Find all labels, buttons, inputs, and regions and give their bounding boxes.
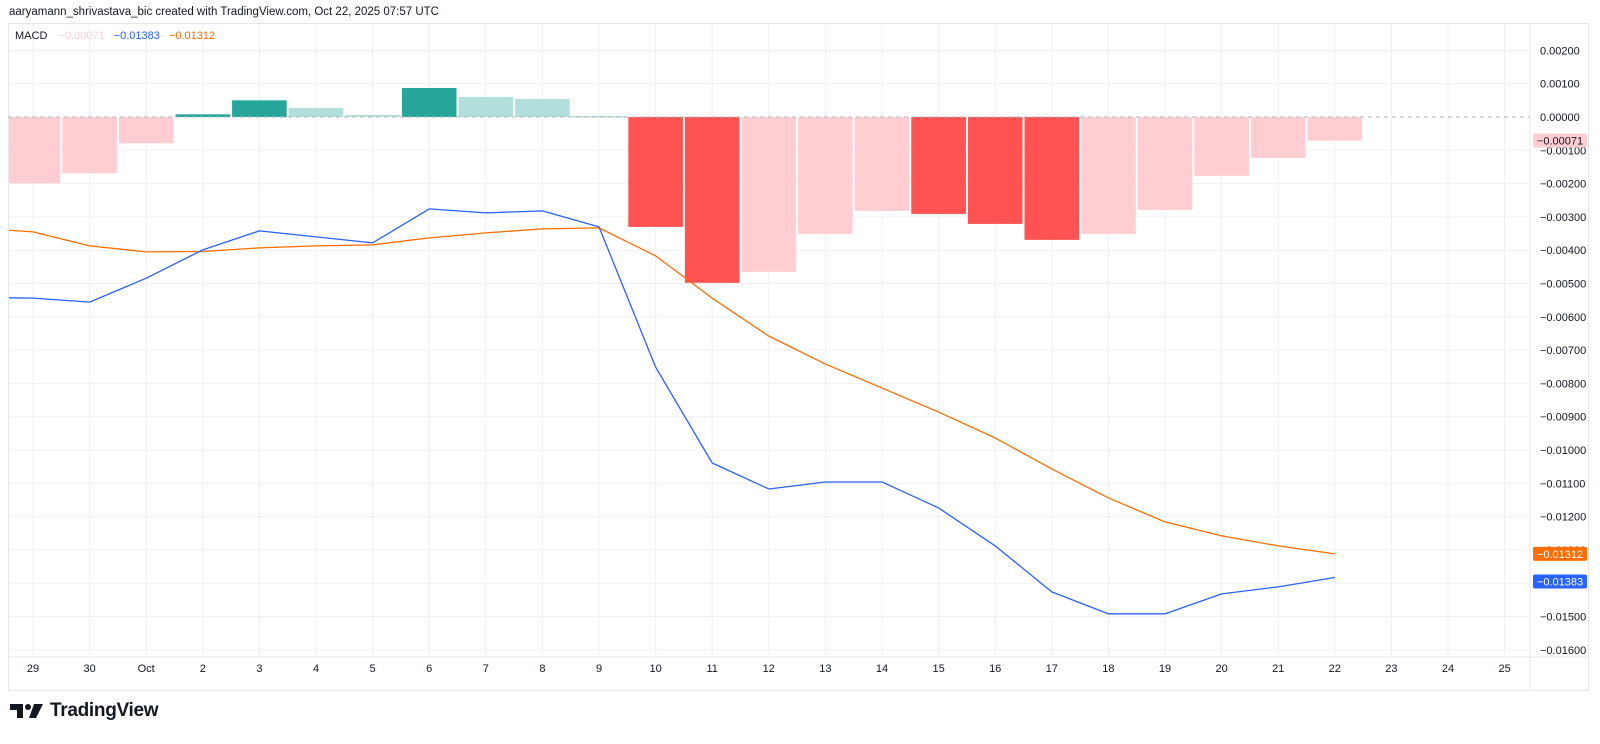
histogram-bar — [628, 117, 683, 227]
histogram-bar — [1024, 117, 1080, 240]
price-axis-label: −0.00500 — [1540, 279, 1586, 291]
histogram-bar — [401, 88, 457, 117]
histogram-bar — [345, 115, 400, 117]
tradingview-logo-icon — [10, 704, 43, 718]
time-axis-label: 7 — [483, 663, 489, 675]
time-axis-label: 17 — [1046, 663, 1058, 675]
time-axis-label: 3 — [256, 663, 262, 675]
time-axis-label: 21 — [1272, 663, 1284, 675]
price-axis-label: −0.00600 — [1540, 312, 1586, 324]
time-axis-label: 20 — [1215, 663, 1227, 675]
histogram-bar — [118, 117, 174, 144]
legend-histogram-value: −0.00071 — [58, 30, 105, 42]
time-axis[interactable]: 29 30 Oct 2 3 4 5 6 7 8 9 10 11 12 13 14 15 16 17 18 19 20 21 2… — [27, 663, 1511, 675]
time-axis-label: 11 — [706, 663, 717, 675]
histogram-bar — [911, 117, 966, 214]
time-axis-label: 10 — [649, 663, 661, 675]
time-axis-label: 5 — [370, 663, 376, 675]
time-axis-label: 14 — [876, 663, 888, 675]
time-axis-label: 4 — [313, 663, 319, 675]
chart-grid — [8, 24, 1530, 657]
time-axis-label: Oct — [138, 663, 155, 675]
price-axis-label: −0.00300 — [1540, 212, 1586, 224]
price-axis-label: −0.01500 — [1540, 612, 1586, 624]
time-axis-label: 13 — [819, 663, 831, 675]
svg-text:−0.01312: −0.01312 — [1537, 549, 1583, 561]
price-axis-label: −0.00700 — [1540, 345, 1586, 357]
histogram-bar — [62, 117, 117, 174]
histogram-bar — [571, 116, 627, 118]
time-axis-label: 25 — [1498, 663, 1510, 675]
last-value-tag — [1533, 546, 1587, 561]
last-value-tags: −0.00071 −0.01312 −0.01383 — [1533, 133, 1587, 589]
histogram-bar — [1194, 117, 1249, 176]
price-axis-label: −0.01600 — [1540, 645, 1586, 657]
price-axis-label: −0.00100 — [1540, 145, 1586, 157]
time-axis-label: 23 — [1385, 663, 1397, 675]
price-axis-label: −0.01000 — [1540, 445, 1586, 457]
last-value-tag — [1533, 133, 1587, 148]
time-axis-label: 18 — [1102, 663, 1114, 675]
price-axis-label: −0.00200 — [1540, 179, 1586, 191]
chart-attribution: aaryamann_shrivastava_bic created with T… — [9, 6, 439, 18]
histogram-bar — [1250, 117, 1306, 158]
time-axis-label: 12 — [763, 663, 775, 675]
price-axis-label: 0.00100 — [1540, 79, 1580, 91]
histogram-bar — [1307, 117, 1363, 141]
histogram-bar — [288, 108, 344, 117]
time-axis-label: 2 — [200, 663, 206, 675]
price-axis-label: −0.01100 — [1540, 478, 1585, 490]
histogram-bar — [458, 97, 514, 117]
histogram-bar — [232, 100, 287, 117]
histogram-bar — [684, 117, 740, 283]
histogram-bar — [798, 117, 853, 234]
svg-text:−0.00071: −0.00071 — [1537, 136, 1583, 148]
time-axis-label: 6 — [426, 663, 432, 675]
price-axis-label: −0.00400 — [1540, 245, 1586, 257]
legend-indicator-name[interactable]: MACD — [15, 30, 48, 42]
legend-macd-value: −0.01383 — [113, 30, 160, 42]
svg-text:−0.01383: −0.01383 — [1537, 577, 1583, 589]
time-axis-label: 15 — [932, 663, 944, 675]
time-axis-label: 24 — [1442, 663, 1454, 675]
time-axis-label: 8 — [539, 663, 545, 675]
time-axis-label: 22 — [1329, 663, 1341, 675]
tradingview-logo[interactable]: TradingView — [10, 700, 159, 722]
legend-signal-value: −0.01312 — [168, 30, 216, 42]
histogram-bar — [175, 114, 231, 117]
histogram-bar — [741, 117, 797, 272]
histogram-bar — [967, 117, 1023, 224]
time-axis-label: 29 — [27, 663, 39, 675]
histogram-series — [9, 88, 1363, 283]
histogram-bar — [9, 117, 61, 184]
signal-line — [8, 227, 1335, 555]
chart-frame — [8, 23, 1589, 691]
price-axis-label: −0.00900 — [1540, 412, 1586, 424]
price-axis-label: −0.01200 — [1540, 512, 1586, 524]
tradingview-brand: TradingView — [50, 700, 159, 721]
time-axis-label: 30 — [83, 663, 95, 675]
price-axis-label: 0.00000 — [1540, 112, 1580, 124]
histogram-bar — [1137, 117, 1193, 210]
histogram-bar — [854, 117, 910, 211]
histogram-bar — [515, 99, 570, 117]
price-axis-label: −0.00800 — [1540, 378, 1586, 390]
macd-line — [8, 208, 1335, 615]
indicator-legend[interactable]: MACD −0.00071 −0.01383 −0.01312 — [15, 30, 221, 42]
time-axis-label: 16 — [989, 663, 1001, 675]
last-value-tag — [1533, 574, 1587, 589]
price-axis-label: 0.00200 — [1540, 45, 1580, 57]
line-series — [8, 208, 1335, 615]
time-axis-label: 19 — [1159, 663, 1171, 675]
histogram-bar — [1081, 117, 1136, 234]
time-axis-label: 9 — [596, 663, 602, 675]
